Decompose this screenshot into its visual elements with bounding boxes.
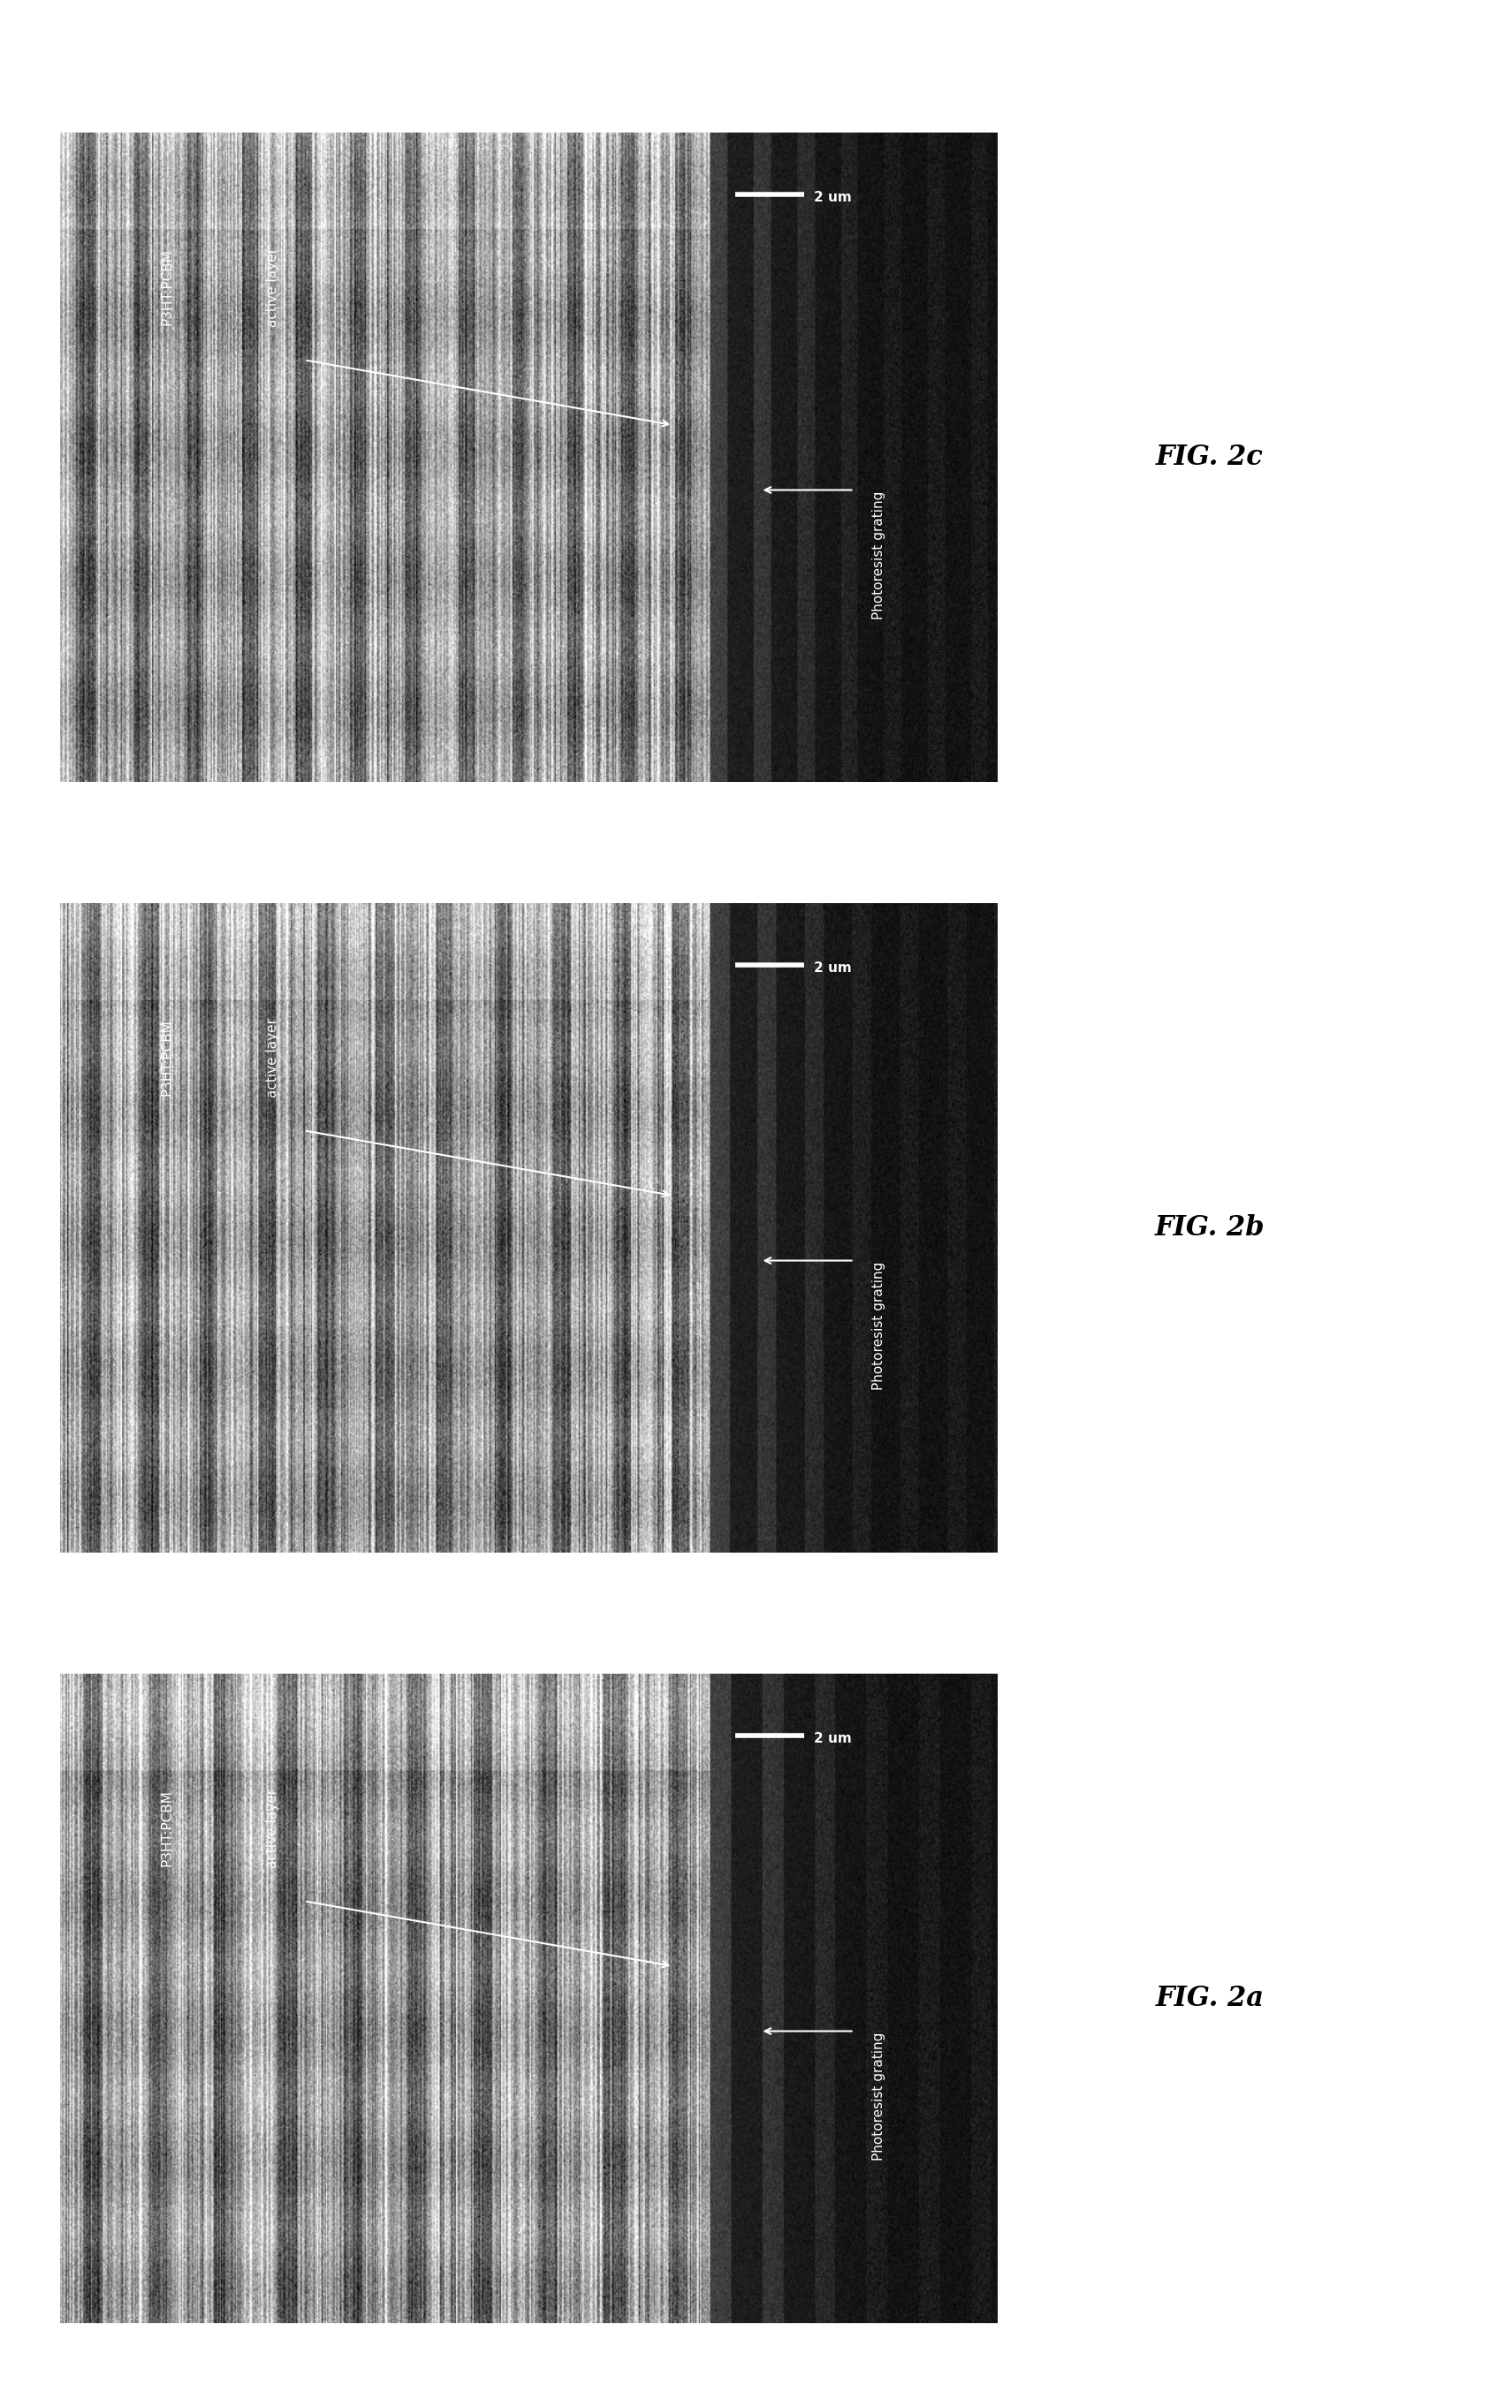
Text: FIG. 2b: FIG. 2b (1155, 1214, 1264, 1243)
Text: FIG. 2c: FIG. 2c (1155, 443, 1264, 472)
Text: active layer: active layer (266, 1019, 280, 1098)
Text: Photoresist grating: Photoresist grating (872, 491, 886, 619)
Text: FIG. 2a: FIG. 2a (1155, 1984, 1264, 2013)
Text: active layer: active layer (266, 1789, 280, 1869)
Text: active layer: active layer (266, 248, 280, 327)
Text: Photoresist grating: Photoresist grating (872, 2032, 886, 2160)
Text: Photoresist grating: Photoresist grating (872, 1262, 886, 1389)
Text: 2 um: 2 um (813, 190, 851, 205)
Text: 2 um: 2 um (813, 1731, 851, 1746)
Text: 2 um: 2 um (813, 961, 851, 975)
Text: P3HT:PCBM: P3HT:PCBM (160, 1789, 174, 1866)
Text: P3HT:PCBM: P3HT:PCBM (160, 1019, 174, 1096)
Text: P3HT:PCBM: P3HT:PCBM (160, 248, 174, 325)
